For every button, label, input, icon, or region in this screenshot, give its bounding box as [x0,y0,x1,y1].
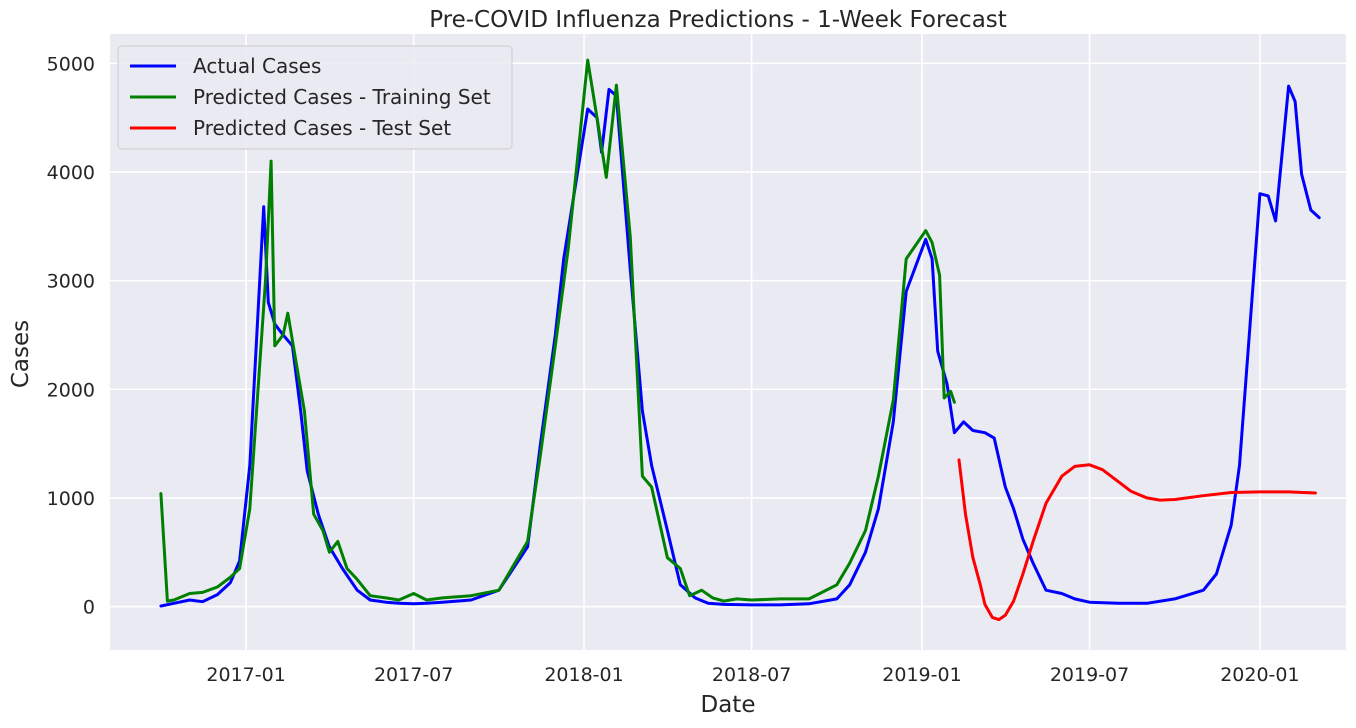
y-tick-label: 4000 [47,162,95,184]
x-tick-label: 2017-07 [374,664,453,686]
training-prediction-line [159,58,956,603]
y-tick-label: 3000 [47,271,95,293]
y-tick-label: 2000 [47,379,95,401]
legend: Actual Cases Predicted Cases - Training … [117,45,513,150]
legend-box [117,45,513,150]
y-tick-labels: 0 1000 2000 3000 4000 5000 [47,53,95,618]
x-tick-label: 2017-01 [206,664,285,686]
x-axis-title: Date [701,692,756,718]
x-tick-label: 2018-01 [544,664,623,686]
y-tick-label: 1000 [47,488,95,510]
x-tick-labels: 2017-01 2017-07 2018-01 2018-07 2019-01 2019-… [206,664,1299,686]
y-axis-title: Cases [8,320,34,388]
legend-label-training: Predicted Cases - Training Set [193,85,491,109]
y-tick-label: 5000 [47,53,95,75]
x-tick-label: 2019-01 [882,664,961,686]
chart-title: Pre-COVID Influenza Predictions - 1-Week… [429,7,1007,33]
x-tick-label: 2019-07 [1050,664,1129,686]
x-tick-label: 2018-07 [712,664,791,686]
series-lines [159,58,1321,622]
actual-cases-line [159,84,1321,608]
legend-label-test: Predicted Cases - Test Set [193,116,451,140]
legend-label-actual: Actual Cases [193,54,321,78]
test-prediction-line [957,458,1317,622]
y-tick-label: 0 [83,597,95,619]
x-tick-label: 2020-01 [1220,664,1299,686]
